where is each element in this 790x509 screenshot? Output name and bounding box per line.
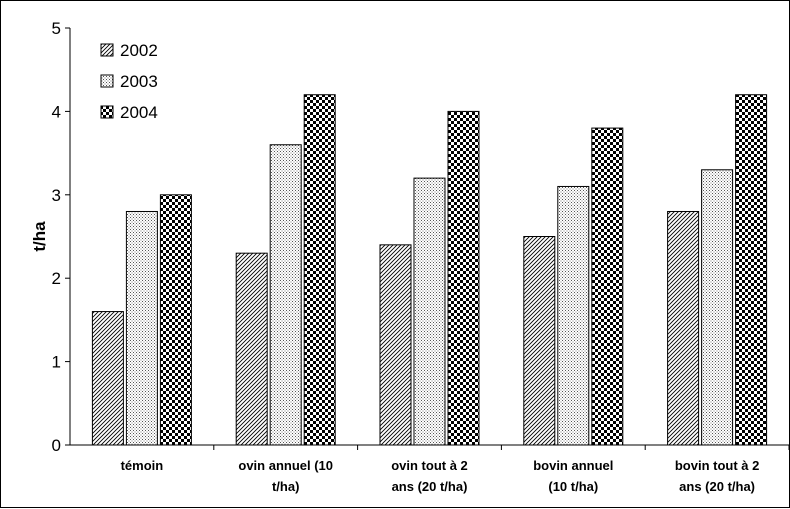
bar-2002-4 bbox=[667, 210, 700, 446]
bar-2002-0 bbox=[91, 311, 124, 446]
y-tick-label: 3 bbox=[52, 186, 61, 205]
bar-2003-0 bbox=[125, 210, 158, 446]
bar-2002-2 bbox=[379, 244, 412, 446]
x-tick-label: ans (20 t/ha) bbox=[679, 479, 755, 494]
bar-2002-3 bbox=[523, 236, 556, 446]
x-tick-label: témoin bbox=[121, 458, 164, 473]
y-tick-label: 5 bbox=[52, 19, 61, 38]
bars bbox=[91, 94, 768, 446]
x-tick-label: (10 t/ha) bbox=[548, 479, 598, 494]
y-tick-label: 0 bbox=[52, 436, 61, 455]
legend-swatch-2002 bbox=[100, 43, 114, 57]
bar-2003-2 bbox=[413, 177, 446, 446]
bar-2003-4 bbox=[701, 169, 734, 446]
bar-2003-1 bbox=[269, 144, 302, 446]
y-tick-label: 2 bbox=[52, 269, 61, 288]
bar-2002-1 bbox=[235, 252, 268, 446]
x-tick-label: bovin annuel bbox=[533, 458, 613, 473]
labels: 0 1 2 3 4 5 t/ha témoin ovin annuel (10 t/ha) ovin… bbox=[30, 19, 759, 494]
x-tick-label: bovin tout à 2 bbox=[675, 458, 760, 473]
y-tick-label: 1 bbox=[52, 353, 61, 372]
legend-swatch-2003 bbox=[100, 74, 114, 88]
legend-label-2002: 2002 bbox=[120, 41, 158, 60]
x-tick-label: ovin tout à 2 bbox=[391, 458, 468, 473]
bar-2004-2 bbox=[447, 110, 480, 446]
legend-swatch-2004 bbox=[100, 105, 114, 119]
x-tick-label: ovin annuel (10 bbox=[238, 458, 333, 473]
bar-2004-1 bbox=[303, 94, 336, 446]
bar-2003-3 bbox=[557, 185, 590, 446]
y-axis-title: t/ha bbox=[30, 221, 49, 252]
bar-2004-3 bbox=[591, 127, 624, 446]
x-tick-label: ans (20 t/ha) bbox=[392, 479, 468, 494]
bar-2004-0 bbox=[159, 194, 192, 446]
x-tick-label: t/ha) bbox=[272, 479, 299, 494]
legend-label-2004: 2004 bbox=[120, 103, 158, 122]
y-tick-label: 4 bbox=[52, 102, 61, 121]
legend: 2002 2003 2004 bbox=[100, 41, 158, 122]
bar-2004-4 bbox=[735, 94, 768, 446]
legend-label-2003: 2003 bbox=[120, 72, 158, 91]
